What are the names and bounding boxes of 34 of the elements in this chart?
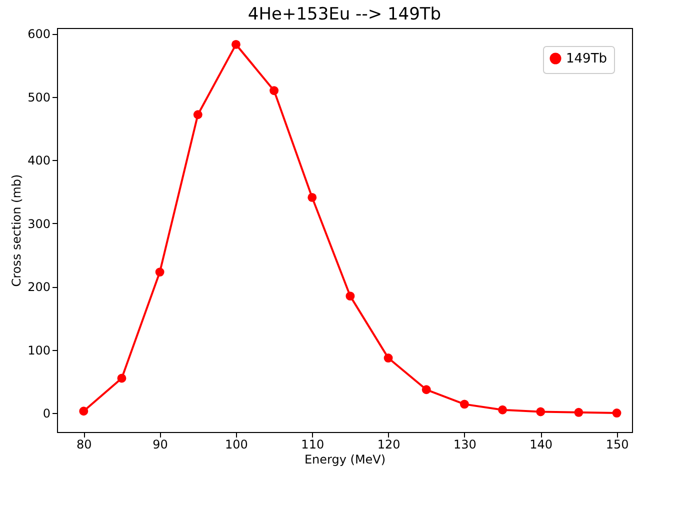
point xyxy=(155,268,164,277)
point xyxy=(422,385,431,394)
point xyxy=(574,408,584,417)
point xyxy=(308,192,317,202)
x-tick-label: 120 xyxy=(377,438,400,452)
point xyxy=(270,86,279,96)
x-tick-label: 150 xyxy=(606,438,629,452)
x-tick-label: 80 xyxy=(76,438,92,452)
legend-label: 149Tb xyxy=(566,52,608,66)
point xyxy=(79,406,88,416)
y-tick-label: 0 xyxy=(42,406,50,421)
point xyxy=(498,405,507,414)
x-tick-label: 140 xyxy=(530,438,553,452)
y-tick-label: 200 xyxy=(28,280,50,294)
y-tick-label: 100 xyxy=(28,343,50,358)
x-tick-label: 130 xyxy=(453,438,476,452)
x-tick-label: 110 xyxy=(301,438,324,452)
point xyxy=(232,40,240,49)
y-axis-title: Cross section (mb) xyxy=(10,174,24,287)
point xyxy=(612,408,622,418)
point xyxy=(460,400,469,409)
y-tick-label: 500 xyxy=(28,90,50,104)
point xyxy=(193,110,202,120)
x-tick-label: 100 xyxy=(225,438,248,452)
point xyxy=(117,374,126,383)
chart-title: 4He+153Eu --> 149Tb xyxy=(248,4,442,25)
point xyxy=(346,292,355,301)
point xyxy=(536,407,546,416)
y-tick-label: 600 xyxy=(28,27,50,42)
x-tick-label: 90 xyxy=(152,438,168,452)
y-tick-label: 400 xyxy=(28,154,50,168)
point xyxy=(384,354,393,362)
x-axis-title: Energy (MeV) xyxy=(304,452,386,466)
y-tick-label: 300 xyxy=(28,216,50,231)
